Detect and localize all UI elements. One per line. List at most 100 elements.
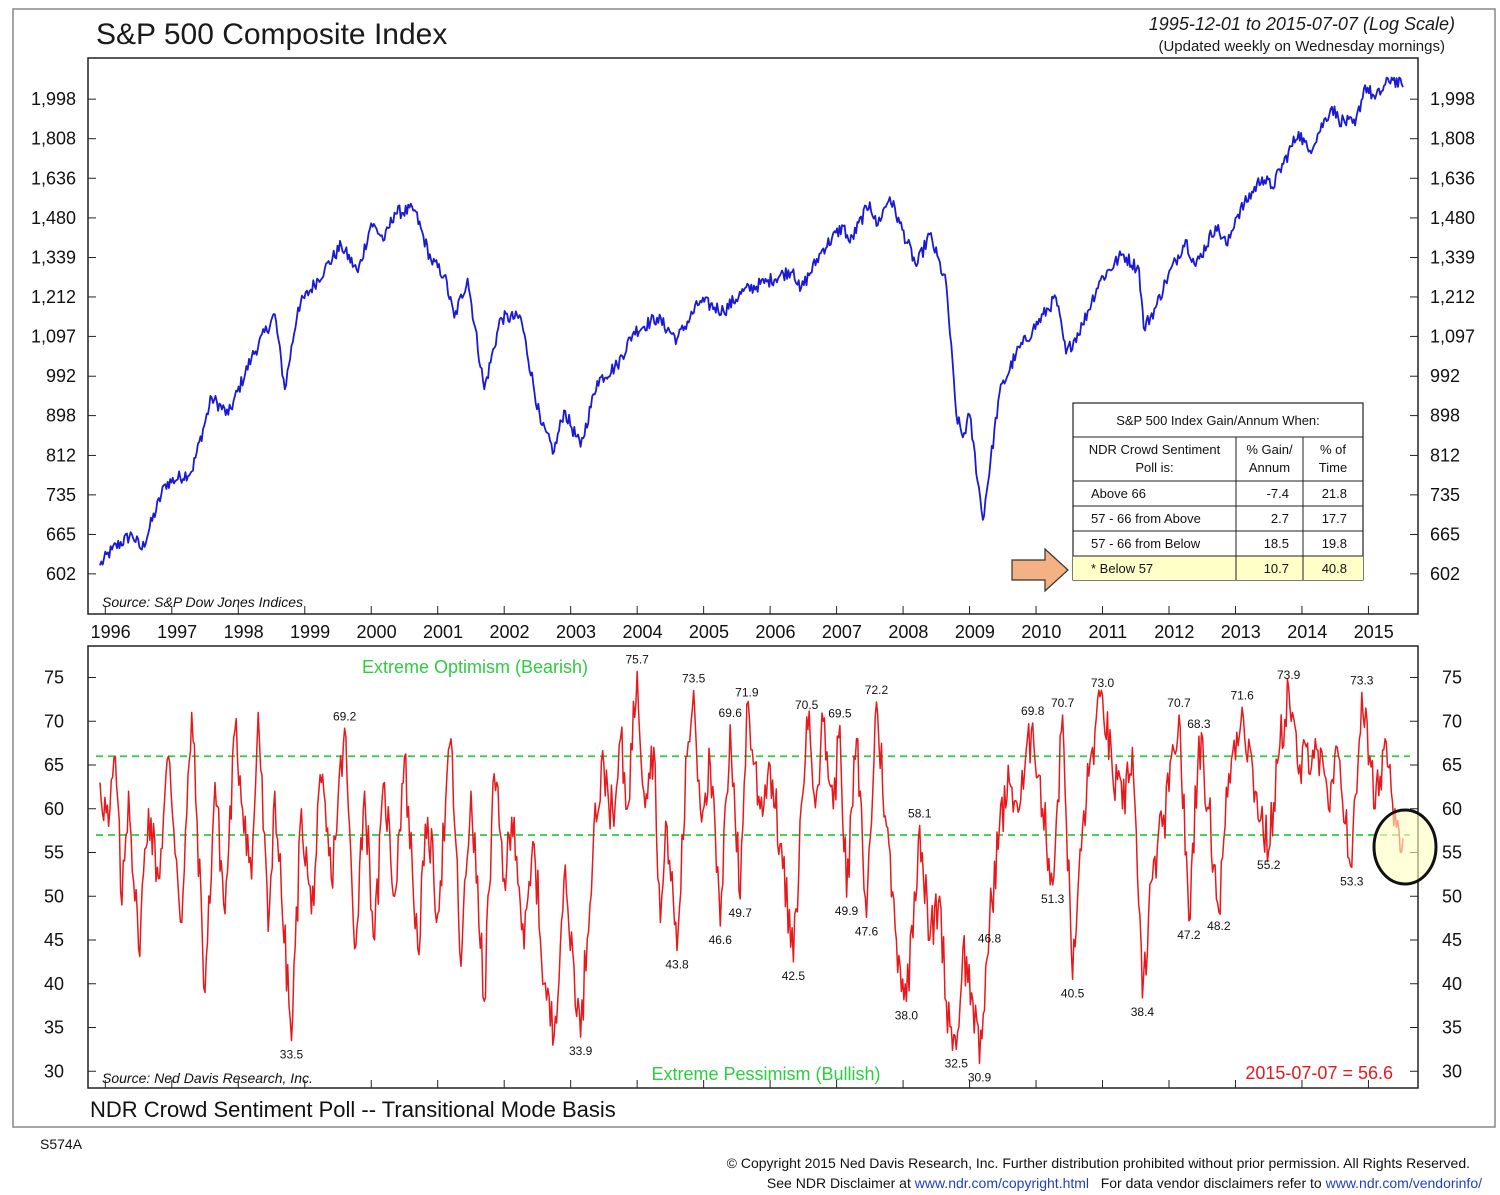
top-ytick-label-right: 1,808 bbox=[1430, 129, 1475, 149]
top-ytick-label-left: 812 bbox=[46, 445, 76, 465]
bottom-ytick-label-left: 40 bbox=[44, 974, 64, 994]
bottom-ytick-label-left: 50 bbox=[44, 886, 64, 906]
bottom-ytick-label-left: 35 bbox=[44, 1018, 64, 1038]
xtick-label: 2002 bbox=[489, 622, 529, 642]
peak-annotation: 72.2 bbox=[865, 683, 889, 697]
top-ytick-label-right: 735 bbox=[1430, 485, 1460, 505]
top-ytick-label-right: 1,636 bbox=[1430, 168, 1475, 188]
sentiment-annotations: 33.5 69.2 33.9 75.7 43.8 73.5 46.6 69.6 49.7 71.9… bbox=[280, 652, 1374, 1084]
table-title: S&P 500 Index Gain/Annum When: bbox=[1116, 413, 1320, 428]
peak-annotation: 58.1 bbox=[908, 806, 932, 820]
bottom-ytick-label-right: 35 bbox=[1442, 1018, 1462, 1038]
outer-frame bbox=[12, 8, 1496, 1128]
peak-annotation: 69.2 bbox=[333, 709, 357, 723]
xtick-label: 2008 bbox=[888, 622, 928, 642]
peak-annotation: 40.5 bbox=[1061, 986, 1085, 1000]
copyright-link[interactable]: www.ndr.com/copyright.html bbox=[914, 1175, 1089, 1191]
table-header: NDR Crowd Sentiment Poll is: bbox=[1089, 442, 1221, 475]
peak-annotation: 73.3 bbox=[1350, 673, 1374, 687]
top-ytick-label-right: 1,212 bbox=[1430, 287, 1475, 307]
bottom-ytick-label-right: 40 bbox=[1442, 974, 1462, 994]
vendor-link[interactable]: www.ndr.com/vendorinfo/ bbox=[1325, 1175, 1483, 1191]
xtick-label: 2005 bbox=[689, 622, 729, 642]
bottom-ytick-label-right: 30 bbox=[1442, 1061, 1462, 1081]
disclaimer-line: See NDR Disclaimer at www.ndr.com/copyri… bbox=[767, 1175, 1482, 1191]
top-ytick-label-left: 992 bbox=[46, 366, 76, 386]
top-ytick-label-left: 1,480 bbox=[31, 208, 76, 228]
top-source: Source: S&P Dow Jones Indices bbox=[102, 594, 303, 610]
xtick-label: 2011 bbox=[1088, 622, 1127, 642]
last-value-label: 2015-07-07 = 56.6 bbox=[1245, 1063, 1393, 1083]
peak-annotation: 53.3 bbox=[1340, 874, 1364, 888]
xtick-label: 2006 bbox=[755, 622, 795, 642]
top-ytick-label-left: 1,636 bbox=[31, 168, 76, 188]
bottom-ytick-label-left: 55 bbox=[44, 843, 64, 863]
bottom-ytick-label-right: 70 bbox=[1442, 711, 1462, 731]
xtick-label: 1997 bbox=[157, 622, 197, 642]
peak-annotation: 42.5 bbox=[782, 969, 806, 983]
bottom-ytick-label-right: 45 bbox=[1442, 930, 1462, 950]
vendor-prefix: For data vendor disclaimers refer to bbox=[1089, 1175, 1326, 1191]
highlight-circle bbox=[1372, 808, 1438, 886]
table-header: % of Time bbox=[1319, 442, 1347, 475]
table-cell-time: 21.8 bbox=[1322, 486, 1347, 501]
stats-table: S&P 500 Index Gain/Annum When: NDR Crowd … bbox=[1072, 402, 1364, 581]
xtick-label: 2012 bbox=[1154, 622, 1194, 642]
xtick-label: 2013 bbox=[1221, 622, 1261, 642]
top-ytick-label-right: 602 bbox=[1430, 564, 1460, 584]
peak-annotation: 73.5 bbox=[682, 672, 706, 686]
bottom-ytick-label-right: 60 bbox=[1442, 799, 1462, 819]
bottom-y-axis: 30 30 35 35 40 40 45 45 50 50 55 55 60 60 65 65 70 70 75 75 bbox=[44, 668, 1462, 1082]
bottom-ytick-label-left: 30 bbox=[44, 1061, 64, 1081]
peak-annotation: 48.2 bbox=[1207, 919, 1231, 933]
bottom-ytick-label-left: 70 bbox=[44, 711, 64, 731]
top-ytick-label-right: 1,480 bbox=[1430, 208, 1475, 228]
top-ytick-label-left: 898 bbox=[46, 406, 76, 426]
table-highlight-row bbox=[1073, 556, 1363, 580]
table-cell-gain: 18.5 bbox=[1264, 536, 1289, 551]
table-cell-label: * Below 57 bbox=[1091, 561, 1153, 576]
bottom-chart-title: NDR Crowd Sentiment Poll -- Transitional… bbox=[90, 1097, 616, 1122]
top-ytick-label-right: 1,998 bbox=[1430, 89, 1475, 109]
peak-annotation: 69.6 bbox=[719, 706, 743, 720]
peak-annotation: 71.9 bbox=[735, 686, 759, 700]
copyright-line: © Copyright 2015 Ned Davis Research, Inc… bbox=[727, 1155, 1470, 1171]
table-cell-time: 40.8 bbox=[1322, 561, 1347, 576]
peak-annotation: 68.3 bbox=[1187, 717, 1211, 731]
sentiment-series-line bbox=[99, 670, 1404, 1065]
xtick-label: 2014 bbox=[1287, 622, 1327, 642]
peak-annotation: 33.5 bbox=[280, 1048, 304, 1062]
peak-annotation: 46.6 bbox=[709, 933, 733, 947]
bottom-ytick-label-left: 45 bbox=[44, 930, 64, 950]
top-ytick-label-left: 1,212 bbox=[31, 287, 76, 307]
bottom-panel-frame bbox=[87, 645, 1419, 1089]
top-ytick-label-right: 665 bbox=[1430, 524, 1460, 544]
bottom-source: Source: Ned Davis Research, Inc. bbox=[102, 1070, 313, 1086]
table-header: % Gain/Annum bbox=[1246, 442, 1293, 475]
peak-annotation: 70.5 bbox=[795, 698, 819, 712]
peak-annotation: 30.9 bbox=[968, 1070, 992, 1084]
date-range: 1995-12-01 to 2015-07-07 (Log Scale) bbox=[1149, 14, 1455, 34]
peak-annotation: 46.8 bbox=[978, 931, 1002, 945]
peak-annotation: 75.7 bbox=[625, 652, 649, 666]
xtick-label: 2004 bbox=[622, 622, 662, 642]
peak-annotation: 49.9 bbox=[835, 904, 859, 918]
disclaimer-prefix: See NDR Disclaimer at bbox=[767, 1175, 915, 1191]
peak-annotation: 69.8 bbox=[1021, 704, 1045, 718]
xtick-label: 1999 bbox=[290, 622, 330, 642]
bottom-ytick-label-right: 75 bbox=[1442, 668, 1462, 688]
top-ytick-label-right: 812 bbox=[1430, 445, 1460, 465]
peak-annotation: 51.3 bbox=[1041, 892, 1065, 906]
top-ytick-label-left: 602 bbox=[46, 564, 76, 584]
xtick-label: 2000 bbox=[357, 622, 397, 642]
table-cell-time: 17.7 bbox=[1322, 511, 1347, 526]
peak-annotation: 70.7 bbox=[1167, 696, 1191, 710]
bottom-panel-grid bbox=[96, 755, 1410, 836]
bottom-ytick-label-right: 65 bbox=[1442, 755, 1462, 775]
zone-bottom-label: Extreme Pessimism (Bullish) bbox=[651, 1064, 880, 1084]
peak-annotation: 32.5 bbox=[945, 1056, 969, 1070]
sp500-series-line bbox=[99, 76, 1404, 566]
peak-annotation: 38.0 bbox=[895, 1008, 919, 1022]
xtick-label: 2007 bbox=[822, 622, 862, 642]
